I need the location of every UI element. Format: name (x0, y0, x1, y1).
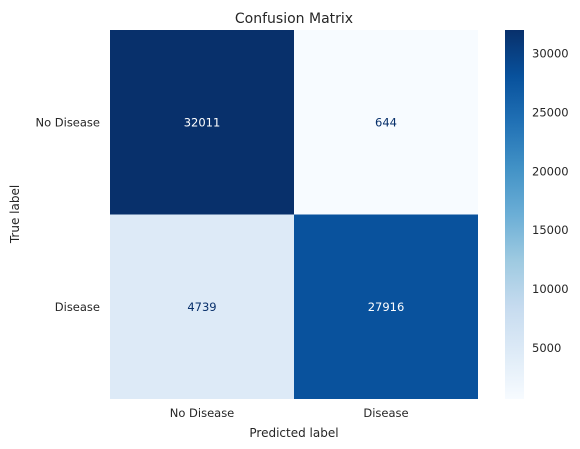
colorbar-tick-label: 30000 (532, 47, 569, 61)
colorbar-tick-label: 25000 (532, 105, 569, 119)
y-axis-label: True label (8, 185, 22, 244)
y-tick-label: Disease (55, 300, 100, 314)
y-tick-labels: No Disease Disease (35, 115, 100, 314)
x-tick-label: No Disease (170, 406, 235, 420)
x-tick-label: Disease (363, 406, 408, 420)
heatmap-cell (110, 30, 294, 215)
colorbar-tick-label: 5000 (532, 341, 561, 355)
colorbar (505, 30, 524, 399)
cell-value-label: 32011 (184, 115, 221, 129)
cell-value-label: 4739 (187, 300, 216, 314)
cell-value-label: 27916 (368, 300, 405, 314)
heatmap-cell (110, 214, 294, 399)
colorbar-tick-labels: 5000 10000 15000 20000 25000 30000 (532, 47, 569, 355)
x-axis-label: Predicted label (249, 426, 338, 440)
chart-title: Confusion Matrix (235, 11, 353, 27)
x-tick-labels: No Disease Disease (170, 406, 409, 420)
heatmap-cell (294, 30, 478, 215)
colorbar-tick-label: 15000 (532, 223, 569, 237)
cell-value-label: 644 (375, 115, 397, 129)
heatmap-cell (294, 214, 478, 399)
colorbar-tick-label: 20000 (532, 164, 569, 178)
y-tick-label: No Disease (35, 115, 100, 129)
cell-value-labels: 32011 644 4739 27916 (184, 115, 405, 314)
colorbar-tick-label: 10000 (532, 282, 569, 296)
heatmap-cells (110, 30, 478, 399)
